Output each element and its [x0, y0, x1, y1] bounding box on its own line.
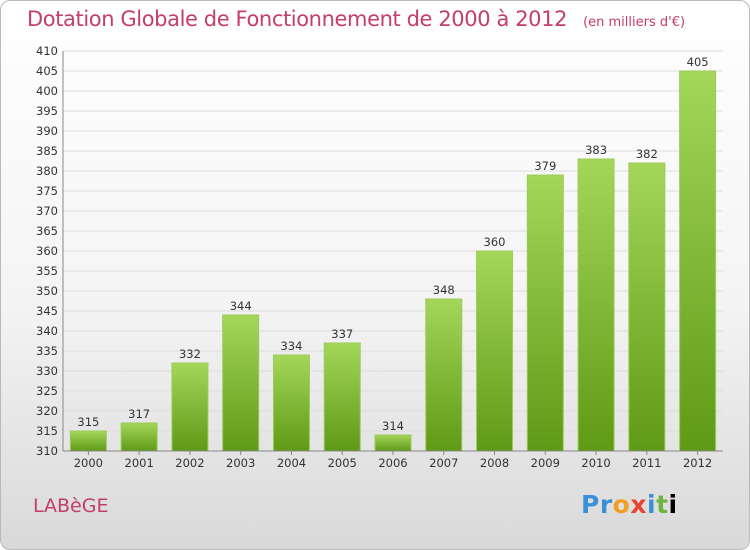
y-tick-label: 375: [36, 184, 58, 198]
y-tick-label: 350: [36, 284, 58, 298]
bar: [679, 70, 717, 452]
x-tick-label: 2001: [125, 456, 154, 470]
bar-value-label: 360: [484, 235, 506, 249]
x-tick-label: 2007: [429, 456, 458, 470]
bar-value-label: 382: [636, 147, 658, 161]
bar-value-label: 383: [585, 143, 607, 157]
y-tick-label: 345: [36, 304, 58, 318]
bar-value-label: 405: [687, 55, 709, 69]
x-tick-label: 2000: [74, 456, 103, 470]
bar: [374, 434, 412, 452]
bar: [526, 174, 564, 452]
chart-title-text: Dotation Globale de Fonctionnement de 20…: [27, 7, 568, 31]
bar-value-label: 317: [128, 407, 150, 421]
x-tick-label: 2008: [480, 456, 509, 470]
bar: [476, 250, 514, 452]
y-tick-label: 395: [36, 104, 58, 118]
y-tick-label: 315: [36, 424, 58, 438]
y-tick-label: 320: [36, 404, 58, 418]
y-tick-label: 310: [36, 444, 58, 458]
x-tick-label: 2004: [277, 456, 306, 470]
y-tick-label: 355: [36, 264, 58, 278]
y-tick-label: 330: [36, 364, 58, 378]
y-tick-label: 340: [36, 324, 58, 338]
proxiti-logo[interactable]: Proxiti: [581, 490, 678, 519]
bar-value-label: 315: [77, 415, 99, 429]
chart-unit: (en milliers d'€): [583, 15, 686, 30]
logo-letter: i: [668, 490, 678, 519]
bar: [69, 430, 107, 452]
bar: [425, 298, 463, 452]
y-tick-label: 380: [36, 164, 58, 178]
bar: [577, 158, 615, 452]
x-tick-label: 2003: [226, 456, 255, 470]
chart-title: Dotation Globale de Fonctionnement de 20…: [27, 7, 685, 31]
bar: [323, 342, 361, 452]
bar-value-label: 337: [331, 327, 353, 341]
bar: [171, 362, 209, 452]
y-tick-labels: 310 315 320 325 330 335 340 345 350 355 360 365 370 3…: [36, 44, 58, 458]
y-tick-label: 385: [36, 144, 58, 158]
x-tick-label: 2011: [632, 456, 661, 470]
x-tick-label: 2012: [683, 456, 712, 470]
bar-value-label: 379: [534, 159, 556, 173]
logo-letter: o: [612, 490, 631, 519]
y-tick-label: 405: [36, 64, 58, 78]
y-tick-label: 335: [36, 344, 58, 358]
bar-value-label: 348: [433, 283, 455, 297]
bar-value-label: 344: [230, 299, 252, 313]
y-tick-label: 325: [36, 384, 58, 398]
logo-letter: P: [581, 490, 600, 519]
commune-name: LABèGE: [33, 495, 109, 517]
y-tick-label: 390: [36, 124, 58, 138]
y-tick-label: 365: [36, 224, 58, 238]
x-tick-label: 2002: [175, 456, 204, 470]
bar-value-label: 314: [382, 419, 404, 433]
x-tick-labels: 2000 2001 2002 2003 2004 2005 2006 2007 2008 2009…: [74, 456, 713, 470]
logo-letter: x: [630, 490, 647, 519]
grid-lines: [63, 50, 723, 452]
y-tick-label: 360: [36, 244, 58, 258]
axes: [62, 51, 723, 455]
x-tick-label: 2009: [531, 456, 560, 470]
x-tick-label: 2010: [581, 456, 610, 470]
bar: [628, 162, 666, 452]
logo-letter: i: [647, 490, 657, 519]
bar: [222, 314, 260, 452]
bars: [69, 70, 717, 452]
logo-letter: r: [599, 490, 613, 519]
bar: [120, 422, 158, 452]
bar-value-label: 334: [280, 339, 302, 353]
logo-letter: t: [656, 490, 669, 519]
y-tick-label: 400: [36, 84, 58, 98]
bar-value-label: 332: [179, 347, 201, 361]
x-tick-label: 2005: [328, 456, 357, 470]
y-tick-label: 370: [36, 204, 58, 218]
x-tick-label: 2006: [378, 456, 407, 470]
value-labels: 315 317 332 344 334 337 314 348 360 379 383 382 405: [77, 55, 708, 433]
bar: [272, 354, 310, 452]
y-tick-label: 410: [36, 44, 58, 58]
